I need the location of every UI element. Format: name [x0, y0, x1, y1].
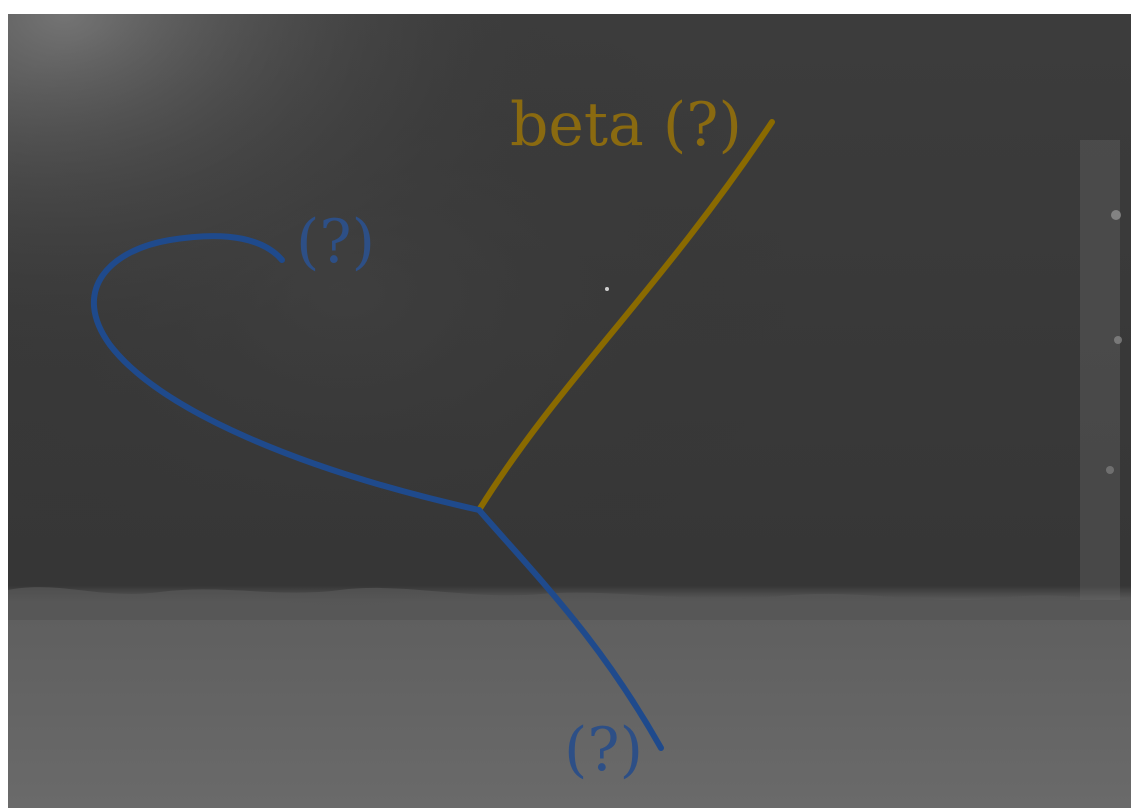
label-bottom: (?) [564, 715, 643, 785]
track-curl-top-left [90, 233, 482, 513]
particle-tracks [90, 119, 775, 751]
label-top-left: (?) [296, 207, 375, 277]
track-beta [476, 119, 775, 513]
label-beta: beta (?) [510, 90, 742, 160]
track-bottom [476, 507, 664, 751]
chamber-background [8, 14, 1131, 808]
